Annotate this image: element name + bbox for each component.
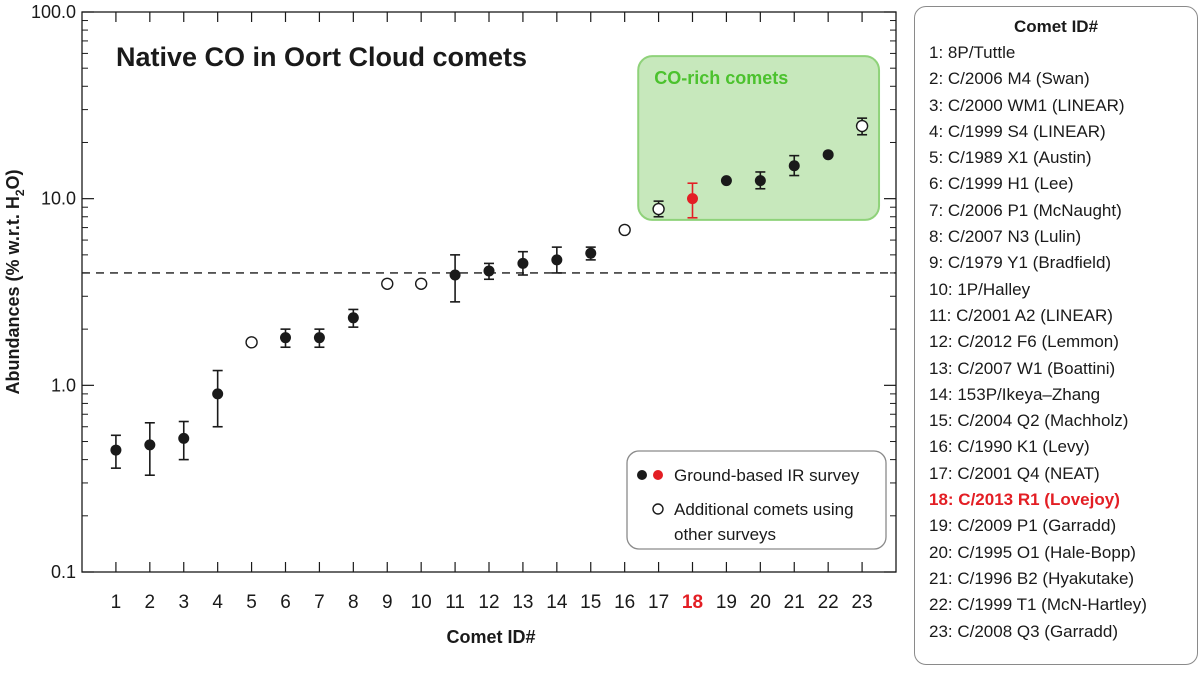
x-tick-label: 3 xyxy=(178,592,189,613)
x-tick-label: 22 xyxy=(818,592,839,613)
x-tick-label: 21 xyxy=(784,592,805,613)
data-point xyxy=(687,193,698,205)
x-tick-label: 19 xyxy=(716,592,737,613)
x-tick-label: 10 xyxy=(411,592,432,613)
comet-list-item: 16: C/1990 K1 (Levy) xyxy=(929,437,1090,457)
legend-marker-open xyxy=(652,503,664,515)
data-point xyxy=(585,247,597,259)
comet-list: 1: 8P/Tuttle 2: C/2006 M4 (Swan) 3: C/2000… xyxy=(915,40,1197,645)
data-point xyxy=(754,175,766,187)
comet-list-item: 6: C/1999 H1 (Lee) xyxy=(929,174,1074,194)
comet-list-item: 11: C/2001 A2 (LINEAR) xyxy=(929,305,1113,325)
y-tick-label: 1.0 xyxy=(51,375,76,395)
data-point xyxy=(822,149,834,161)
data-point xyxy=(855,119,869,133)
y-tick-label: 0.1 xyxy=(51,562,76,582)
x-tick-label: 20 xyxy=(750,592,771,613)
comet-list-item: 10: 1P/Halley xyxy=(929,279,1031,299)
data-point xyxy=(720,175,732,187)
y-axis-label-end: O) xyxy=(3,169,23,189)
x-tick-label: 7 xyxy=(314,592,325,613)
x-tick-label: 14 xyxy=(546,592,568,613)
data-point xyxy=(517,257,529,269)
x-tick-label: 5 xyxy=(246,592,257,613)
y-tick-label: 100.0 xyxy=(31,2,76,22)
data-point xyxy=(313,332,325,344)
comet-list-item: 17: C/2001 Q4 (NEAT) xyxy=(929,463,1100,483)
x-tick-label: 16 xyxy=(614,592,635,613)
co-rich-region-label: CO-rich comets xyxy=(654,68,788,88)
comet-list-item: 5: C/1989 X1 (Austin) xyxy=(929,148,1092,168)
legend-label: Additional comets using xyxy=(674,500,854,519)
comet-list-item: 3: C/2000 WM1 (LINEAR) xyxy=(929,95,1125,115)
comet-list-item: 18: C/2013 R1 (Lovejoy) xyxy=(929,490,1120,510)
data-point xyxy=(483,265,495,277)
data-point xyxy=(551,254,563,266)
legend-marker-black xyxy=(637,470,647,480)
legend-label: Ground-based IR survey xyxy=(674,466,860,485)
data-point xyxy=(788,160,800,172)
comet-list-item: 7: C/2006 P1 (McNaught) xyxy=(929,200,1122,220)
x-tick-label: 18 xyxy=(682,592,703,613)
legend-label-line2: other surveys xyxy=(674,525,776,544)
y-axis-label-main: Abundances (% w.r.t. H xyxy=(3,196,23,394)
y-axis-label: Abundances (% w.r.t. H2O) xyxy=(3,169,27,394)
data-point xyxy=(652,202,665,216)
x-tick-label: 6 xyxy=(280,592,291,613)
comet-list-item: 8: C/2007 N3 (Lulin) xyxy=(929,227,1082,247)
y-axis-label-sub: 2 xyxy=(13,189,27,196)
data-point xyxy=(144,439,156,451)
x-tick-label: 8 xyxy=(348,592,359,613)
data-point xyxy=(245,336,258,349)
x-axis-label: Comet ID# xyxy=(446,627,535,647)
data-point xyxy=(618,223,631,237)
x-tick-label: 1 xyxy=(111,592,122,613)
x-tick-label: 2 xyxy=(145,592,156,613)
comet-list-item: 9: C/1979 Y1 (Bradfield) xyxy=(929,253,1112,273)
x-tick-label: 12 xyxy=(478,592,499,613)
comet-list-item: 4: C/1999 S4 (LINEAR) xyxy=(929,121,1106,141)
comet-id-sidebar: Comet ID# 1: 8P/Tuttle 2: C/2006 M4 (Swan… xyxy=(914,6,1198,665)
comet-list-item: 12: C/2012 F6 (Lemmon) xyxy=(929,332,1119,352)
legend-marker-red xyxy=(653,470,663,480)
legend: Ground-based IR survey Additional comets … xyxy=(626,450,887,550)
x-tick-label: 4 xyxy=(212,592,223,613)
y-tick-label: 10.0 xyxy=(41,189,76,209)
comet-list-item: 15: C/2004 Q2 (Machholz) xyxy=(929,411,1129,431)
comet-list-item: 14: 153P/Ikeya–Zhang xyxy=(929,384,1101,404)
data-point xyxy=(381,277,394,290)
x-tick-label: 23 xyxy=(852,592,873,613)
comet-list-item: 23: C/2008 Q3 (Garradd) xyxy=(929,621,1118,641)
comet-list-item: 21: C/1996 B2 (Hyakutake) xyxy=(929,568,1135,588)
co-rich-region xyxy=(637,55,881,221)
comet-list-item: 13: C/2007 W1 (Boattini) xyxy=(929,358,1116,378)
comet-list-item: 22: C/1999 T1 (McN-Hartley) xyxy=(929,595,1147,615)
data-point xyxy=(347,312,359,324)
sidebar-title: Comet ID# xyxy=(1013,17,1099,36)
comet-list-item: 1: 8P/Tuttle xyxy=(929,43,1016,62)
data-point xyxy=(449,269,461,281)
comet-list-item: 19: C/2009 P1 (Garradd) xyxy=(929,516,1117,536)
data-point xyxy=(414,277,428,290)
data-point xyxy=(110,444,122,456)
x-tick-label: 11 xyxy=(445,592,465,613)
x-tick-label: 15 xyxy=(580,592,601,613)
x-tick-label: 13 xyxy=(512,592,533,613)
x-tick-label: 9 xyxy=(382,592,393,613)
comet-list-item: 2: C/2006 M4 (Swan) xyxy=(929,69,1090,89)
data-point xyxy=(280,332,291,344)
data-point xyxy=(178,432,190,444)
comet-list-item: 20: C/1995 O1 (Hale-Bopp) xyxy=(929,542,1136,562)
chart-title: Native CO in Oort Cloud comets xyxy=(116,42,527,72)
data-point xyxy=(212,388,224,400)
legend-box xyxy=(626,450,887,550)
x-tick-label: 17 xyxy=(648,592,669,613)
